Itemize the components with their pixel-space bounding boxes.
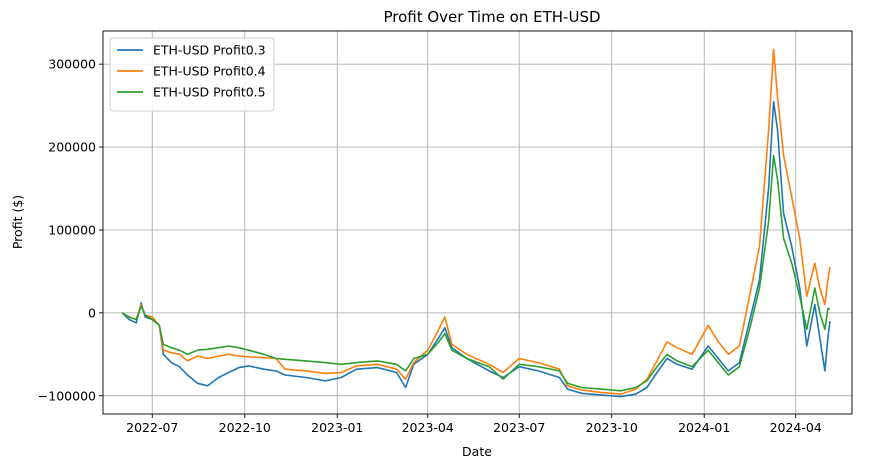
legend-label: ETH-USD Profit0.5 (153, 85, 266, 100)
y-axis-ticks: −100000 0 100000 200000 300000 (38, 57, 103, 403)
x-tick-label: 2023-07 (493, 420, 545, 435)
x-tick-label: 2024-01 (678, 420, 730, 435)
legend: ETH-USD Profit0.3 ETH-USD Profit0.4 ETH-US… (109, 37, 275, 112)
legend-label: ETH-USD Profit0.4 (153, 64, 266, 79)
series-line-0 (121, 100, 831, 398)
x-tick-label: 2023-01 (311, 420, 363, 435)
y-tick-label: 200000 (48, 140, 96, 155)
y-tick-label: 0 (88, 305, 96, 320)
plot-frame (102, 30, 853, 415)
x-tick-label: 2023-04 (402, 420, 454, 435)
series-line-1 (121, 48, 831, 395)
x-tick-label: 2022-07 (126, 420, 178, 435)
series-line-2 (121, 154, 830, 392)
y-tick-label: −100000 (38, 388, 96, 403)
y-tick-label: 300000 (48, 57, 96, 72)
legend-label: ETH-USD Profit0.3 (153, 43, 266, 58)
grid-lines (103, 31, 852, 414)
x-tick-label: 2023-10 (586, 420, 638, 435)
x-axis-label: Date (462, 444, 492, 459)
y-tick-label: 100000 (48, 222, 96, 237)
y-axis-label: Profit ($) (10, 195, 25, 249)
x-tick-label: 2024-04 (770, 420, 822, 435)
x-axis-ticks: 2022-07 2022-10 2023-01 2023-04 2023-07 2023-… (126, 414, 822, 435)
series-layer (121, 48, 831, 398)
chart-title: Profit Over Time on ETH-USD (383, 8, 600, 26)
x-tick-label: 2022-10 (219, 420, 271, 435)
legend-box (109, 37, 275, 112)
